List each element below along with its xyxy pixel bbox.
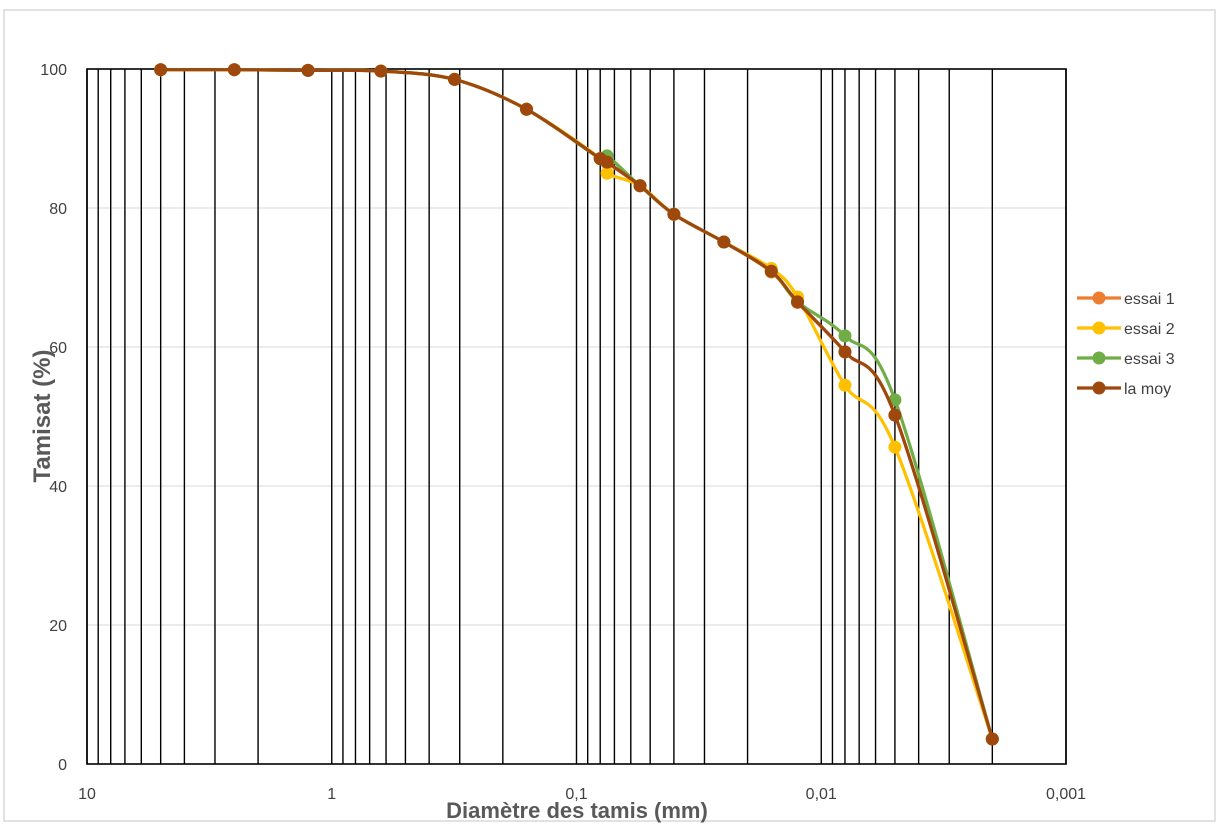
data-point	[717, 235, 731, 249]
legend: essai 1 essai 2 essai 3 la moy	[1077, 291, 1175, 398]
legend-swatch-marker	[1092, 321, 1106, 335]
series-layer	[154, 63, 999, 746]
data-point	[600, 155, 614, 169]
y-tick-labels: 0 20 40 60 80 100	[40, 62, 67, 774]
legend-swatch-marker	[1092, 291, 1106, 305]
data-point	[600, 166, 614, 180]
legend-label: la moy	[1124, 381, 1171, 398]
data-point	[520, 102, 534, 116]
data-point	[888, 440, 902, 454]
legend-label: essai 3	[1124, 351, 1175, 368]
plot-area-border	[86, 68, 1067, 765]
data-point	[764, 264, 778, 278]
x-tick-label: 0,01	[806, 786, 837, 803]
legend-item: essai 3	[1077, 351, 1175, 368]
data-point	[633, 179, 647, 193]
legend-swatch-marker	[1092, 351, 1106, 365]
x-axis-title: Diamètre des tamis (mm)	[446, 798, 708, 823]
y-tick-label: 100	[40, 62, 67, 79]
data-point	[838, 329, 852, 343]
data-point	[374, 64, 388, 78]
data-point	[667, 207, 681, 221]
legend-label: essai 2	[1124, 321, 1175, 338]
chart-border	[3, 9, 1216, 822]
data-point	[448, 72, 462, 86]
data-point	[227, 63, 241, 77]
x-tick-label: 10	[78, 786, 96, 803]
data-point	[838, 345, 852, 359]
plot-frame	[86, 68, 1067, 765]
x-tick-label: 0,001	[1046, 786, 1086, 803]
y-tick-label: 0	[58, 757, 67, 774]
data-point	[838, 378, 852, 392]
series-la-moy	[154, 63, 999, 746]
y-tick-label: 40	[49, 479, 67, 496]
x-tick-label: 0,1	[565, 786, 587, 803]
legend-item: la moy	[1077, 381, 1171, 398]
legend-label: essai 1	[1124, 291, 1175, 308]
data-point	[791, 295, 805, 309]
data-point	[985, 732, 999, 746]
data-point	[888, 408, 902, 422]
y-tick-label: 20	[49, 618, 67, 635]
data-point	[154, 63, 168, 77]
x-tick-label: 1	[327, 786, 336, 803]
y-tick-label: 80	[49, 201, 67, 218]
x-tick-labels: 10 1 0,1 0,01 0,001	[78, 786, 1086, 803]
legend-item: essai 1	[1077, 291, 1175, 308]
y-axis-title: Tamisat (%)	[29, 350, 56, 483]
legend-item: essai 2	[1077, 321, 1175, 338]
y-tick-label: 60	[49, 340, 67, 357]
data-point	[301, 63, 315, 77]
legend-swatch-marker	[1092, 381, 1106, 395]
